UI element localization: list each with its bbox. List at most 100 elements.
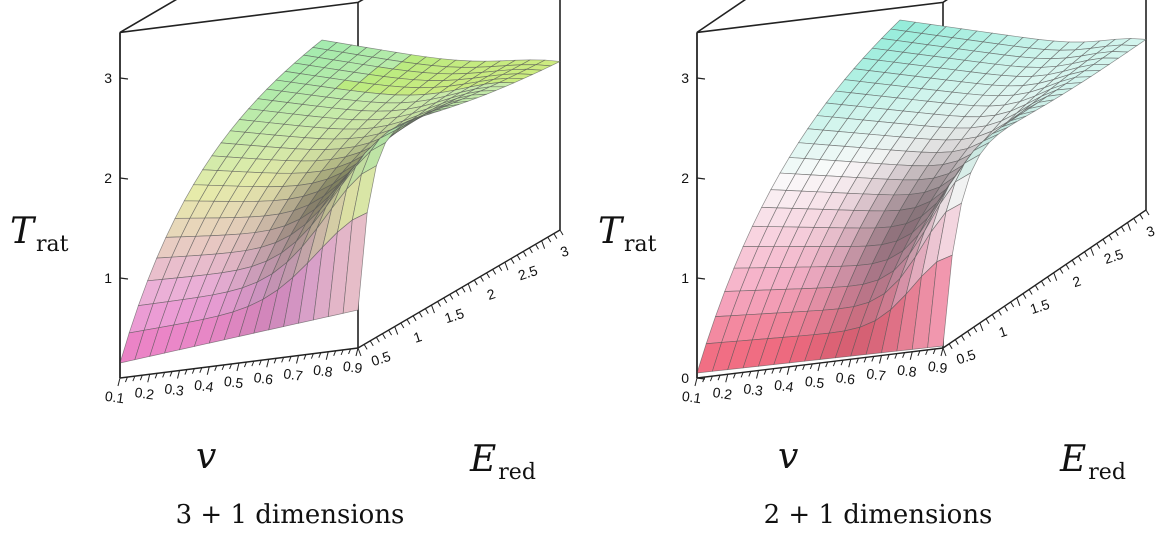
v-tick-mark <box>802 364 806 371</box>
e-tick-mark <box>1034 285 1039 291</box>
e-tick-mark <box>510 258 515 264</box>
v-tick-label: 0.2 <box>134 384 156 403</box>
z-tick-label: 2 <box>104 170 112 186</box>
v-tick-label: 0.1 <box>104 388 126 407</box>
y-axis-label: Ered <box>1059 439 1126 485</box>
v-tick-mark <box>894 353 898 359</box>
e-tick-mark <box>1127 222 1132 231</box>
v-tick-mark <box>288 356 292 362</box>
e-tick-mark <box>504 262 509 271</box>
v-tick-mark <box>855 358 859 364</box>
v-tick-mark <box>756 370 759 379</box>
e-tick-mark <box>498 265 503 272</box>
v-tick-mark <box>296 355 299 364</box>
z-tick-mark <box>696 177 706 180</box>
panel-caption: 3 + 1 dimensions <box>176 500 405 530</box>
v-tick-label: 0.9 <box>927 358 949 377</box>
v-tick-mark <box>809 363 813 370</box>
e-tick-mark <box>394 326 399 335</box>
e-tick-mark <box>461 286 466 293</box>
e-tick-mark <box>479 276 484 282</box>
e-tick-label: 0.5 <box>369 348 393 369</box>
v-tick-mark <box>124 376 128 383</box>
v-tick-mark <box>221 364 225 371</box>
z-tick-label: 2 <box>681 170 689 186</box>
z-tick-label: 1 <box>104 270 112 286</box>
v-tick-mark <box>355 347 359 357</box>
e-tick-mark <box>467 283 472 292</box>
e-tick-mark <box>954 339 959 345</box>
v-tick-mark <box>243 361 247 368</box>
e-axis-line <box>357 229 561 349</box>
v-tick-mark <box>162 372 166 378</box>
v-tick-mark <box>717 375 721 381</box>
y-axis-label-sub: red <box>498 460 536 485</box>
e-tick-mark <box>942 347 947 357</box>
e-tick-label: 2.5 <box>516 262 540 283</box>
e-tick-mark <box>357 347 362 357</box>
v-tick-label: 0.8 <box>896 362 918 381</box>
v-tick-mark <box>177 370 180 379</box>
v-tick-mark <box>184 369 188 375</box>
e-tick-mark <box>553 233 558 239</box>
z-tick-mark <box>119 77 129 80</box>
e-tick-mark <box>535 244 539 250</box>
v-tick-mark <box>794 365 798 371</box>
z-tick-mark <box>119 277 129 280</box>
e-tick-mark <box>541 240 546 249</box>
z-axis-label-sub: rat <box>624 232 657 257</box>
y-axis-label-sub: red <box>1088 460 1126 485</box>
e-tick-mark <box>1084 251 1088 258</box>
e-tick-mark <box>1120 226 1125 232</box>
v-tick-mark <box>825 361 829 368</box>
v-tick-mark <box>832 360 836 367</box>
e-tick-mark <box>1022 293 1027 299</box>
z-tick-mark <box>119 177 129 180</box>
v-tick-label: 0.5 <box>804 373 826 392</box>
v-tick-label: 0.7 <box>865 365 887 384</box>
v-tick-label: 0.6 <box>835 369 857 388</box>
e-tick-mark <box>1016 297 1021 306</box>
x-axis-label: v <box>196 436 216 477</box>
v-tick-mark <box>199 367 203 373</box>
z-axis-label-main: T <box>10 211 37 252</box>
e-tick-mark <box>388 329 393 336</box>
v-tick-mark <box>169 371 173 377</box>
e-tick-label: 3 <box>1144 222 1156 240</box>
v-tick-mark <box>303 354 307 360</box>
e-tick-mark <box>1071 259 1076 266</box>
e-tick-mark <box>375 337 380 343</box>
e-tick-mark <box>1077 255 1082 262</box>
z-tick-label: 1 <box>681 270 689 286</box>
v-tick-mark <box>333 350 337 356</box>
e-tick-label: 0.5 <box>954 346 978 367</box>
v-tick-mark <box>871 356 875 362</box>
e-tick-mark <box>1096 243 1101 249</box>
z-tick-label: 0 <box>681 370 689 386</box>
e-tick-mark <box>400 322 405 329</box>
e-tick-mark <box>979 322 984 332</box>
v-tick-mark <box>886 354 890 360</box>
e-tick-mark <box>1108 234 1113 241</box>
e-tick-mark <box>382 333 386 339</box>
v-tick-mark <box>273 358 277 364</box>
v-tick-mark <box>340 349 344 356</box>
v-tick-mark <box>154 373 158 379</box>
v-tick-mark <box>266 359 270 368</box>
v-tick-mark <box>147 374 151 383</box>
surface-cell <box>342 212 368 314</box>
e-tick-mark <box>961 335 965 341</box>
v-tick-mark <box>251 360 255 367</box>
v-tick-mark <box>932 348 936 355</box>
e-tick-mark <box>406 319 411 325</box>
z-axis-label: Trat <box>598 211 657 257</box>
y-axis-label-main: E <box>469 439 496 480</box>
e-tick-label: 1 <box>997 323 1010 341</box>
e-tick-label: 2 <box>1070 273 1083 291</box>
v-tick-mark <box>732 373 736 379</box>
e-tick-mark <box>1065 264 1070 270</box>
v-tick-mark <box>214 365 218 371</box>
v-tick-mark <box>763 369 767 375</box>
e-tick-mark <box>1145 209 1150 216</box>
